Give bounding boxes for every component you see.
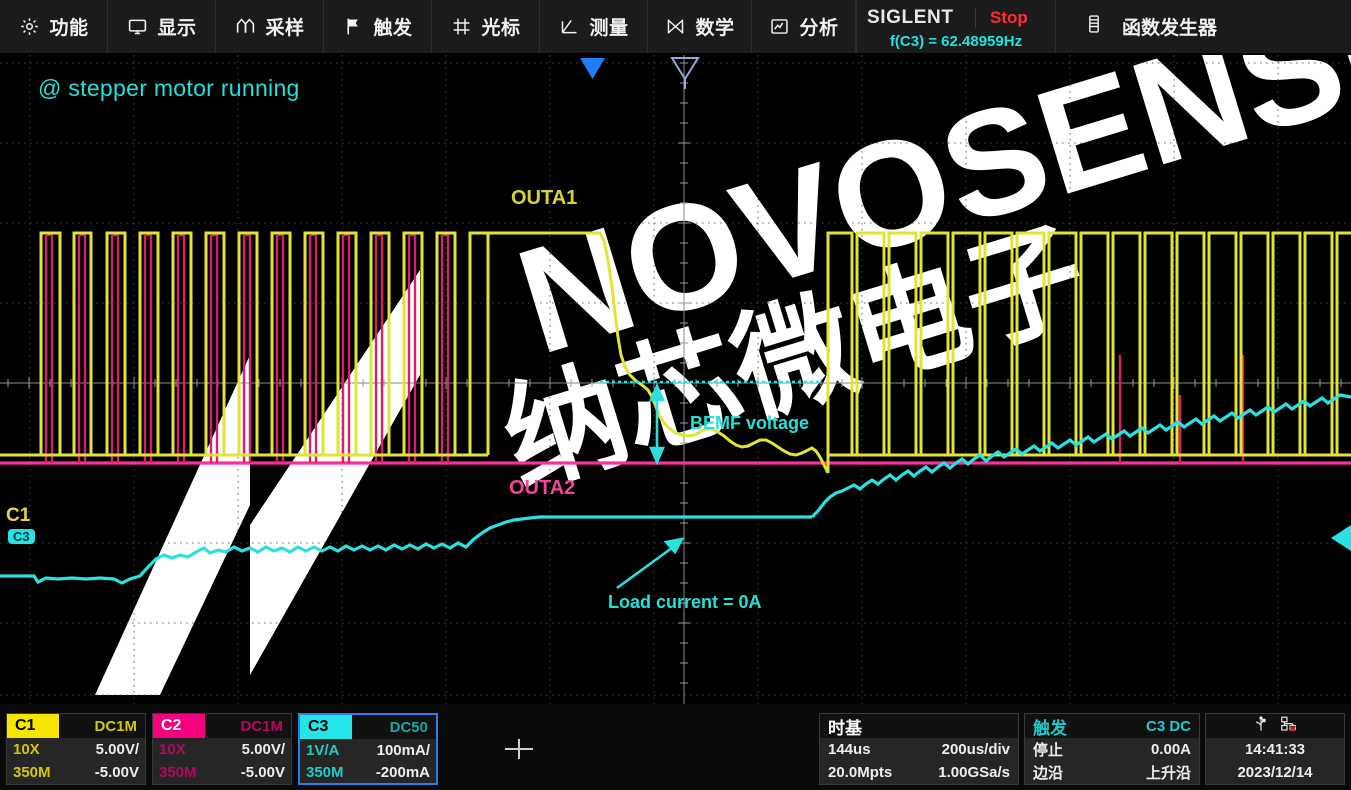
- channel-offset-c3: -200mA: [375, 763, 430, 781]
- ch1-marker-label: C1: [6, 505, 31, 526]
- trace-ch2: [0, 233, 1351, 465]
- clock-date: 2023/12/14: [1237, 764, 1313, 781]
- monitor-icon: [126, 16, 148, 38]
- measure-readout: f(C3) = 62.48959Hz: [889, 32, 1023, 50]
- channel-panel-c2[interactable]: C2 DC1M 10X 5.00V/ 350M -5.00V: [152, 713, 292, 785]
- annotation-outa1: OUTA1: [511, 187, 578, 209]
- run-state-indicator[interactable]: Stop: [975, 7, 1055, 28]
- analysis-icon: [768, 16, 790, 38]
- menu-item-function-generator[interactable]: 函数发生器: [1056, 0, 1351, 53]
- channel-add-slot[interactable]: [444, 727, 594, 771]
- channel-bandwidth-c2: 350M: [159, 764, 197, 781]
- channel-probe-c3: 1V/A: [306, 741, 340, 759]
- gear-icon: [18, 16, 40, 38]
- channel-coupling-c2: DC1M: [240, 717, 283, 735]
- trigger-title: 触发: [1033, 718, 1067, 738]
- menu-item-analysis[interactable]: 分析: [752, 0, 856, 53]
- menu-item-trigger[interactable]: 触发: [324, 0, 432, 53]
- channel-scale-c3: 100mA/: [376, 741, 430, 759]
- flag-icon: [342, 16, 364, 38]
- bemf-span-arrow: [649, 382, 665, 466]
- delay-position-marker[interactable]: [580, 58, 605, 79]
- awg-icon: [1084, 13, 1104, 41]
- menu-label: 光标: [481, 18, 521, 39]
- ch3-level-marker-right[interactable]: [1331, 525, 1351, 551]
- trace-ch1: [0, 231, 1351, 474]
- menu-label: 功能: [49, 18, 89, 39]
- channel-coupling-c3: DC50: [389, 718, 428, 736]
- channel-bandwidth-c1: 350M: [13, 764, 51, 781]
- annotation-bemf-voltage: BEMF voltage: [690, 413, 810, 433]
- measure-icon: [558, 16, 580, 38]
- top-menu-bar: 功能 显示 采样: [0, 0, 1351, 54]
- channel-label-c1: C1: [7, 714, 59, 738]
- bottom-status-bar: C1 DC1M 10X 5.00V/ 350M -5.00V C2 DC1M 1…: [0, 704, 1351, 790]
- channel-offset-c2: -5.00V: [240, 764, 285, 781]
- channel-scale-c2: 5.00V/: [241, 741, 285, 758]
- menu-item-utility[interactable]: 功能: [0, 0, 108, 53]
- menu-label: 显示: [157, 18, 197, 39]
- trace-ch3: [0, 393, 1351, 585]
- svg-text:纳芯微电子: 纳芯微电子: [488, 204, 1102, 512]
- settings-group: 时基 144us 200us/div 20.0Mpts 1.00GSa/s 触发…: [814, 713, 1351, 785]
- plus-icon: [505, 739, 533, 759]
- trigger-position-marker[interactable]: [670, 57, 700, 81]
- channel-panel-c1[interactable]: C1 DC1M 10X 5.00V/ 350M -5.00V: [6, 713, 146, 785]
- usb-icon[interactable]: [1253, 715, 1269, 738]
- channel-offset-c1: -5.00V: [94, 764, 139, 781]
- channel-probe-c2: 10X: [159, 741, 186, 758]
- channel-label-c2: C2: [153, 714, 205, 738]
- fgen-label: 函数发生器: [1122, 18, 1218, 39]
- menu-label: 数学: [695, 18, 735, 39]
- annotation-load-current: Load current = 0A: [608, 592, 762, 612]
- ch1-ground-marker[interactable]: C1: [6, 505, 30, 527]
- cursor-icon: [450, 16, 472, 38]
- trigger-panel[interactable]: 触发 C3 DC 停止 0.00A 边沿 上升沿: [1024, 713, 1200, 785]
- trigger-slope: 上升沿: [1145, 765, 1191, 782]
- acquire-icon: [234, 16, 256, 38]
- timebase-panel[interactable]: 时基 144us 200us/div 20.0Mpts 1.00GSa/s: [819, 713, 1019, 785]
- annotation-title-note: @ stepper motor running: [38, 75, 300, 101]
- annotation-outa2: OUTA2: [509, 477, 576, 499]
- trigger-level: 0.00A: [1150, 741, 1191, 758]
- clock-panel: 14:41:33 2023/12/14: [1205, 713, 1345, 785]
- math-icon: [664, 16, 686, 38]
- channel-bandwidth-c3: 350M: [306, 763, 344, 781]
- menu-item-acquire[interactable]: 采样: [216, 0, 324, 53]
- lan-disabled-icon[interactable]: [1279, 715, 1298, 738]
- timebase-delay: 144us: [828, 741, 871, 758]
- channel-label-c3: C3: [300, 715, 352, 739]
- channel-coupling-c1: DC1M: [94, 717, 137, 735]
- channel-panel-c3[interactable]: C3 DC50 1V/A 100mA/ 350M -200mA: [298, 713, 438, 785]
- siglent-logo: SIGLENT: [867, 6, 954, 28]
- menu-label: 触发: [373, 18, 413, 39]
- ch3-marker-label: C3: [13, 529, 30, 544]
- status-brand-block: SIGLENT Stop f(C3) = 62.48959Hz: [856, 0, 1056, 53]
- menu-label: 分析: [799, 18, 839, 39]
- channel-probe-c1: 10X: [13, 741, 40, 758]
- clock-time: 14:41:33: [1244, 741, 1306, 758]
- menu-item-cursors[interactable]: 光标: [432, 0, 540, 53]
- load-current-arrow: [616, 537, 685, 590]
- timebase-sample-rate: 1.00GSa/s: [938, 764, 1010, 781]
- menu-label: 测量: [589, 18, 629, 39]
- trigger-source: C3 DC: [1145, 717, 1191, 735]
- trigger-type: 边沿: [1033, 765, 1064, 782]
- channel-scale-c1: 5.00V/: [95, 741, 139, 758]
- menu-item-measure[interactable]: 测量: [540, 0, 648, 53]
- svg-text:NOVOSENSE: NOVOSENSE: [500, 55, 1351, 386]
- ch3-ground-marker[interactable]: C3: [8, 529, 35, 544]
- timebase-title: 时基: [828, 718, 862, 738]
- waveform-display[interactable]: NOVOSENSE 纳芯微电子: [0, 55, 1351, 704]
- menu-label: 采样: [265, 18, 305, 39]
- menu-item-math[interactable]: 数学: [648, 0, 752, 53]
- trigger-state: 停止: [1033, 742, 1064, 759]
- timebase-scale: 200us/div: [941, 741, 1010, 758]
- timebase-memory: 20.0Mpts: [828, 764, 893, 781]
- menu-item-display[interactable]: 显示: [108, 0, 216, 53]
